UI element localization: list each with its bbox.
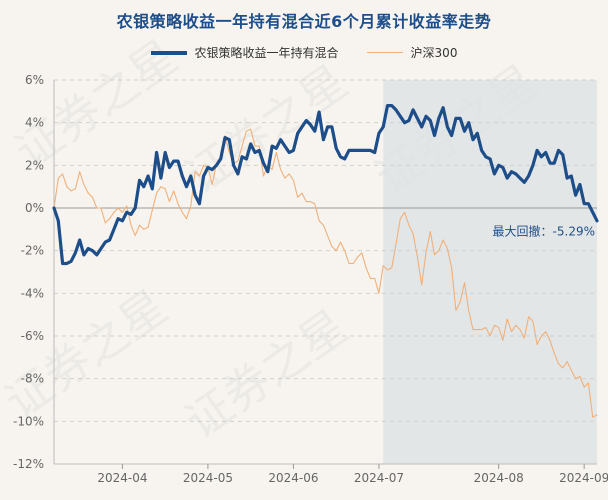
- watermark-text: 证券之星: [0, 279, 177, 429]
- chart-title: 农银策略收益一年持有混合近6个月累计收益率走势: [116, 12, 492, 31]
- x-tick-label: 2024-06: [268, 471, 318, 485]
- x-tick-label: 2024-05: [183, 471, 233, 485]
- series-lines: [52, 104, 599, 418]
- grid-lines: [53, 79, 597, 465]
- x-axis-ticks: 2024-04 2024-05 2024-06 2024-07 2024-08 2024-…: [97, 464, 608, 485]
- x-tick-label: 2024-08: [474, 471, 524, 485]
- legend-item-csi300[interactable]: 沪深300: [366, 44, 458, 61]
- watermark-text: 证券之星: [175, 299, 357, 449]
- max-drawdown-shaded-region: [383, 80, 597, 464]
- legend-label-fund: 农银策略收益一年持有混合: [194, 46, 339, 60]
- max-drawdown-label: 最大回撤：-5.29%: [493, 224, 595, 239]
- series-line-csi300: [53, 128, 598, 418]
- x-tick-label: 2024-09: [559, 471, 608, 485]
- y-tick-label: -6%: [21, 329, 44, 343]
- legend-label-csi300: 沪深300: [410, 46, 458, 60]
- legend-swatch-fund: [150, 50, 187, 55]
- y-tick-label: 4%: [25, 116, 44, 130]
- series-line-fund: [52, 104, 599, 266]
- x-tick-label: 2024-04: [97, 471, 147, 485]
- y-tick-label: -2%: [21, 244, 44, 258]
- legend: 农银策略收益一年持有混合 沪深300: [0, 44, 608, 61]
- y-tick-label: 6%: [25, 73, 44, 87]
- y-tick-label: -10%: [13, 414, 44, 428]
- y-tick-label: 0%: [25, 201, 44, 215]
- y-tick-label: -8%: [21, 372, 44, 386]
- y-tick-label: 2%: [25, 158, 44, 172]
- y-tick-label: -12%: [13, 457, 44, 471]
- y-tick-label: -4%: [21, 286, 44, 300]
- y-axis-ticks: 6% 4% 2% 0% -2% -4% -6% -8% -10% -12%: [13, 73, 44, 471]
- legend-swatch-csi300: [366, 52, 403, 53]
- x-tick-label: 2024-07: [354, 471, 404, 485]
- legend-item-fund[interactable]: 农银策略收益一年持有混合: [150, 44, 339, 61]
